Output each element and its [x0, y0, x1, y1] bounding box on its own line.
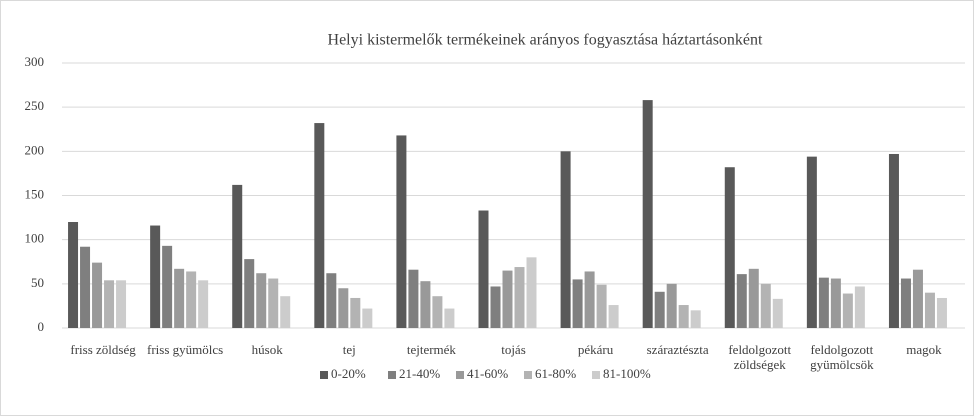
bar: [818, 277, 829, 328]
bar: [104, 280, 115, 328]
bar: [150, 225, 161, 328]
legend-label: 0-20%: [331, 366, 366, 381]
legend-label: 21-40%: [399, 366, 440, 381]
bar: [888, 153, 899, 328]
chart-title: Helyi kistermelők termékeinek arányos fo…: [328, 32, 764, 49]
legend-swatch: [456, 371, 464, 379]
bar: [68, 222, 79, 328]
x-tick-label: húsok: [251, 342, 283, 357]
bar: [936, 297, 947, 328]
legend-swatch: [524, 371, 532, 379]
bar: [912, 269, 923, 328]
y-tick-label: 100: [25, 231, 45, 246]
x-tick-label: feldolgozott zöldségek: [728, 342, 792, 372]
bar: [854, 286, 865, 328]
bar: [560, 151, 571, 328]
bar: [608, 305, 619, 328]
legend-swatch: [388, 371, 396, 379]
bar: [526, 257, 537, 328]
bar: [198, 280, 209, 328]
bar: [408, 269, 419, 328]
bar: [490, 286, 501, 328]
bar: [724, 167, 735, 328]
bar: [116, 280, 127, 328]
y-tick-label: 250: [25, 98, 45, 113]
bar: [432, 296, 443, 328]
bar: [362, 308, 373, 328]
bar: [900, 278, 911, 328]
bar: [514, 267, 525, 328]
bar: [690, 310, 701, 328]
bar: [748, 268, 759, 328]
legend-swatch: [592, 371, 600, 379]
y-tick-label: 150: [25, 186, 45, 201]
legend-swatch: [320, 371, 328, 379]
bar: [760, 283, 771, 328]
bar: [642, 100, 653, 328]
bar: [326, 273, 337, 328]
bar: [736, 274, 747, 328]
bar: [772, 298, 783, 328]
bar: [666, 283, 677, 328]
x-tick-label: tejtermék: [406, 342, 456, 357]
x-tick-label: tojás: [501, 342, 526, 357]
legend-label: 41-60%: [467, 366, 508, 381]
legend-label: 61-80%: [535, 366, 576, 381]
y-tick-label: 300: [25, 54, 45, 69]
bar: [420, 281, 431, 328]
bar: [572, 279, 583, 328]
bar: [186, 271, 197, 328]
bar: [174, 268, 185, 328]
x-tick-label: tej: [342, 342, 356, 357]
bar: [280, 296, 291, 328]
y-tick-label: 0: [38, 319, 45, 334]
bar: [350, 297, 361, 328]
bar: [338, 288, 349, 328]
bar: [806, 156, 817, 328]
x-tick-label: pékáru: [577, 342, 614, 357]
bar: [92, 262, 103, 328]
y-tick-label: 200: [25, 142, 45, 157]
bar: [268, 278, 279, 328]
bar: [842, 293, 853, 328]
bar: [444, 308, 455, 328]
bar: [256, 273, 267, 328]
bar: [502, 270, 513, 328]
bar: [654, 291, 665, 328]
legend-label: 81-100%: [603, 366, 651, 381]
x-tick-label: friss gyümölcs: [147, 342, 224, 357]
bar: [396, 135, 407, 328]
bar: [232, 184, 243, 328]
x-tick-label: száraztészta: [646, 342, 709, 357]
bar: [584, 271, 595, 328]
bar: [678, 305, 689, 328]
bar: [80, 246, 91, 328]
bar: [478, 210, 489, 328]
bar: [596, 284, 607, 328]
bar: [162, 245, 173, 328]
x-tick-label: friss zöldség: [70, 342, 136, 357]
bar: [924, 292, 935, 328]
x-tick-label: magok: [906, 342, 942, 357]
bar: [830, 278, 841, 328]
bar: [244, 259, 255, 328]
bar: [314, 123, 325, 328]
y-tick-label: 50: [31, 275, 44, 290]
x-tick-label: feldolgozott gyümölcsök: [810, 342, 874, 372]
